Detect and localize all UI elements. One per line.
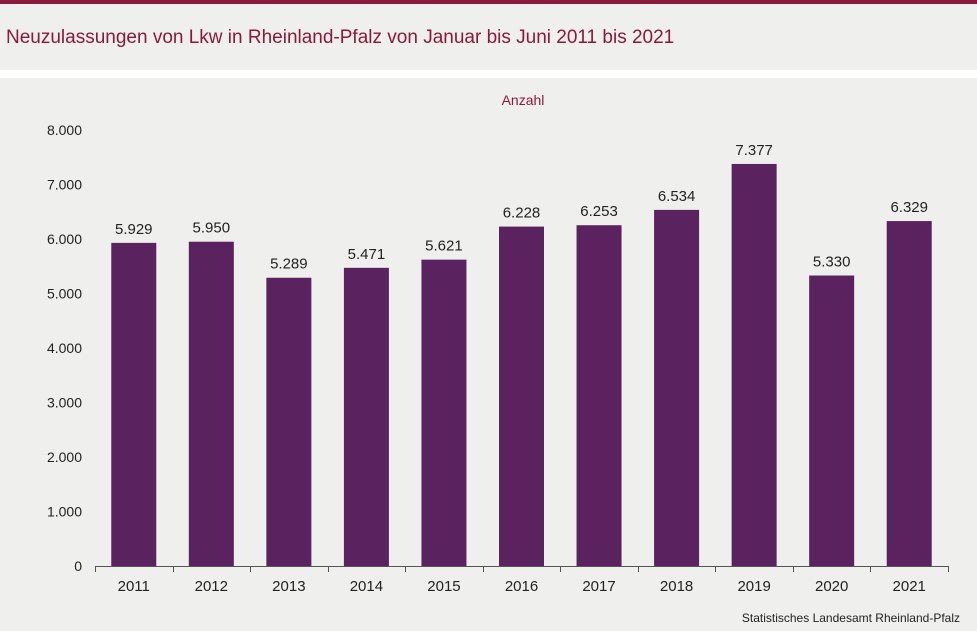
y-tick-label: 5.000: [47, 286, 82, 302]
chart-title: Neuzulassungen von Lkw in Rheinland-Pfal…: [6, 27, 675, 48]
data-label: 6.228: [503, 205, 541, 222]
bar: [499, 226, 544, 566]
bar: [886, 221, 932, 566]
bar: [576, 225, 622, 567]
separator: [0, 70, 977, 78]
y-tick-label: 2.000: [47, 449, 82, 465]
x-tick-label: 2016: [505, 578, 538, 595]
data-label: 5.471: [348, 246, 386, 263]
bar: [188, 241, 234, 566]
bar: [111, 242, 157, 566]
y-tick-label: 6.000: [47, 231, 82, 247]
x-tick-label: 2018: [660, 578, 693, 595]
data-label: 5.929: [115, 221, 153, 238]
axes: 0 1.000 2.000 3.000 4.000 5.000 6.000 7.000 8.00…: [47, 122, 949, 595]
data-label: 5.330: [813, 254, 851, 271]
data-label: 6.534: [658, 188, 696, 205]
source-note: Statistisches Landesamt Rheinland-Pfalz: [741, 611, 960, 625]
x-tick-label: 2021: [893, 578, 926, 595]
data-label: 5.289: [270, 256, 308, 273]
bar: [343, 267, 389, 566]
x-tick-label: 2011: [118, 578, 150, 595]
data-label: 5.950: [193, 220, 231, 237]
x-tick-label: 2013: [272, 578, 305, 595]
y-tick-label: 1.000: [47, 504, 82, 520]
y-tick-label: 4.000: [47, 340, 82, 356]
data-label: 7.377: [735, 142, 773, 159]
y-tick-label: 7.000: [47, 177, 82, 193]
title-band: [0, 4, 977, 70]
bars: 5.929 5.950 5.289 5.471 5.621 6.228 6.253 6.534…: [111, 142, 932, 567]
bar: [421, 259, 467, 566]
x-tick-label: 2012: [195, 578, 228, 595]
top-accent-bar: [0, 0, 977, 4]
bar: [809, 275, 855, 566]
bar: [654, 209, 700, 566]
x-tick-label: 2019: [737, 578, 770, 595]
data-label: 6.253: [580, 203, 618, 220]
x-tick-label: 2014: [350, 578, 383, 595]
data-label: 6.329: [890, 199, 928, 216]
y-tick-label: 3.000: [47, 395, 82, 411]
x-tick-label: 2017: [582, 578, 615, 595]
x-tick-label: 2020: [815, 578, 848, 595]
y-tick-label: 8.000: [47, 122, 82, 138]
data-label: 5.621: [425, 238, 463, 255]
unit-label: Anzahl: [502, 92, 545, 108]
bar: [266, 277, 312, 566]
x-tick-label: 2015: [427, 578, 460, 595]
bar: [731, 163, 777, 567]
y-tick-label: 0: [74, 558, 82, 574]
